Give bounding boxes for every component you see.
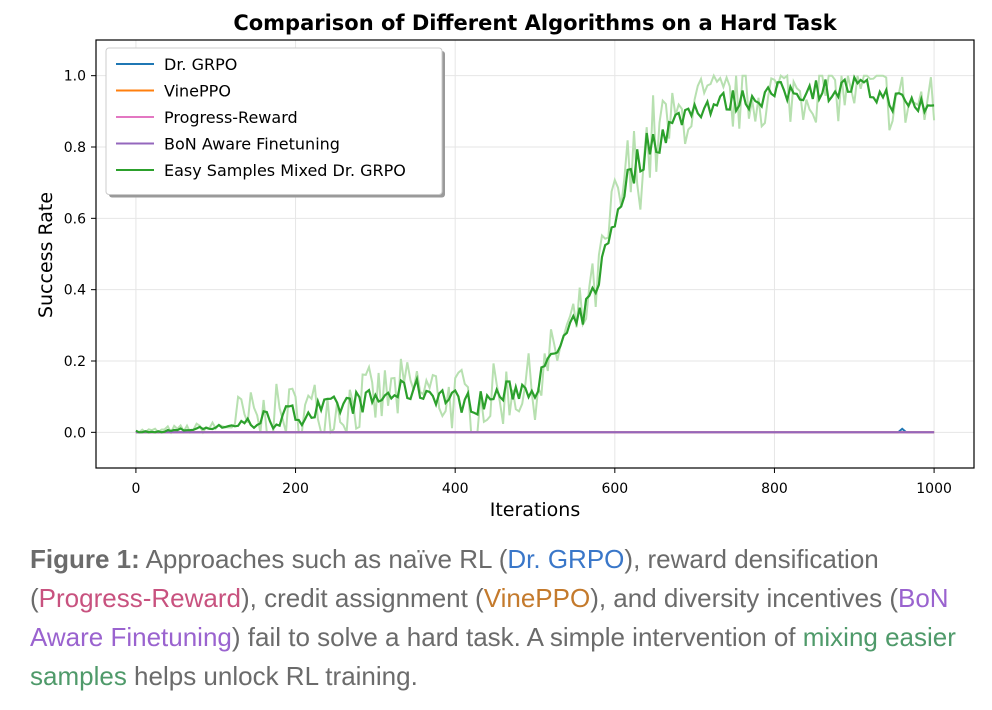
legend-label: Easy Samples Mixed Dr. GRPO [164,161,406,180]
y-axis: 0.0 0.2 0.4 0.6 0.8 1.0 [64,69,96,441]
caption-text: Approaches such as naïve RL ( [139,544,508,574]
caption-text: helps unlock RL training. [126,661,418,691]
series-line-easy-samples-mixed [135,74,935,434]
x-tick-label: 800 [761,481,788,497]
caption-dr-grpo: Dr. GRPO [507,544,625,574]
caption-text: ), and diversity incentives ( [590,583,898,613]
y-tick-label: 1.0 [64,69,86,85]
plot-frame [95,39,975,469]
x-tick-label: 400 [442,481,469,497]
series-lines [135,74,935,434]
legend-box [105,47,443,195]
caption-bon: BoN Aware Finetuning [30,583,949,652]
caption-text: ), credit assignment ( [240,583,484,613]
chart-title: Comparison of Different Algorithms on a … [233,11,837,35]
figure-label: Figure 1: [30,544,140,574]
legend-label: BoN Aware Finetuning [164,135,340,154]
figure-caption: Figure 1: Approaches such as naïve RL (D… [30,540,970,696]
x-axis: 0 200 400 600 800 1000 [131,468,952,497]
x-tick-label: 1000 [916,481,952,497]
legend-label: Progress-Reward [164,108,298,127]
legend: Dr. GRPO VinePPO Progress-Reward BoN Aware … [105,47,445,198]
y-axis-label: Success Rate [35,192,57,318]
legend-label: Dr. GRPO [164,55,237,74]
caption-text: ), reward densification ( [30,544,879,613]
caption-text: ) fail to solve a hard task. A simple in… [231,622,803,652]
caption-vineppo: VinePPO [483,583,591,613]
x-tick-label: 200 [282,481,309,497]
y-tick-label: 0.2 [64,354,86,370]
legend-label: VinePPO [164,82,231,101]
x-tick-label: 0 [131,481,140,497]
caption-progress-reward: Progress-Reward [38,583,241,613]
x-axis-label: Iterations [490,499,581,521]
x-tick-label: 600 [601,481,628,497]
y-tick-label: 0.4 [64,283,86,299]
y-tick-label: 0.8 [64,140,86,156]
y-tick-label: 0.6 [64,211,86,227]
y-tick-label: 0.0 [64,425,86,441]
caption-easy-samples: mixing easier samples [30,622,956,691]
chart: Comparison of Different Algorithms on a … [35,11,975,521]
